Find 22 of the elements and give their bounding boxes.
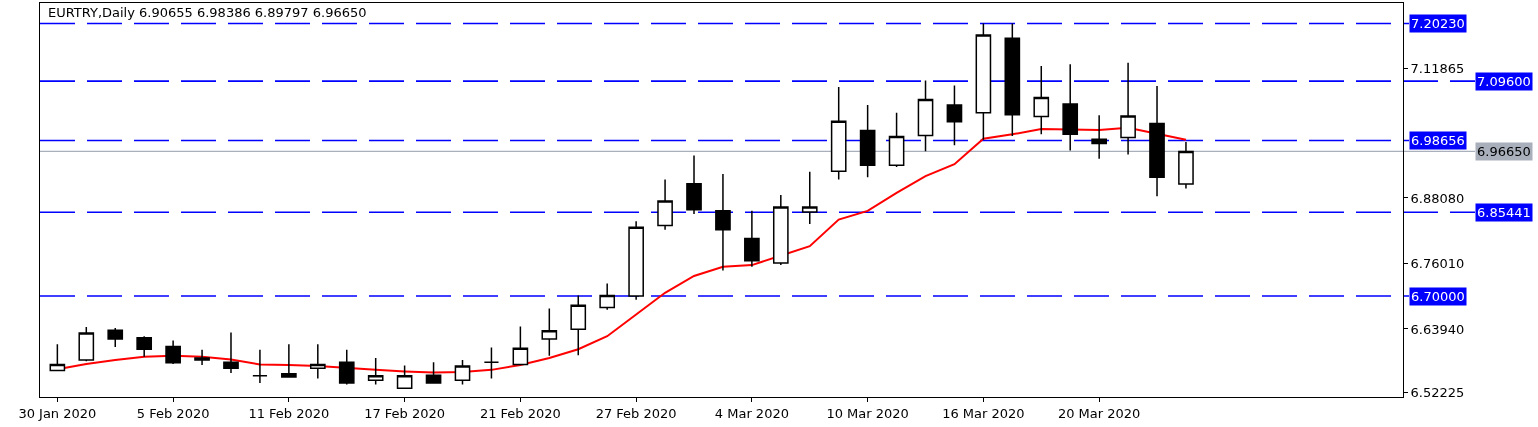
y-tick-label: 6.52225	[1410, 385, 1465, 401]
ref-line-label: 6.70000	[1411, 289, 1465, 304]
ref-line-label: 6.98656	[1411, 133, 1465, 148]
x-tick-label: 30 Jan 2020	[18, 405, 97, 421]
y-tick-label: 6.76010	[1410, 255, 1465, 271]
ref-line-label: 7.09600	[1477, 74, 1531, 89]
y-tick-label: 7.11865	[1410, 61, 1465, 77]
x-tick-label: 27 Feb 2020	[595, 405, 677, 421]
x-tick-label: 17 Feb 2020	[364, 405, 446, 421]
y-tick-label: 6.63940	[1410, 321, 1465, 337]
x-tick-label: 10 Mar 2020	[826, 405, 909, 421]
y-tick-label: 6.88080	[1410, 190, 1465, 206]
chart-title: EURTRY,Daily 6.90655 6.98386 6.89797 6.96650	[48, 5, 367, 21]
ref-line-label: 6.96650	[1477, 144, 1531, 159]
x-tick-label: 11 Feb 2020	[248, 405, 330, 421]
x-tick-label: 16 Mar 2020	[942, 405, 1025, 421]
x-tick-label: 4 Mar 2020	[714, 405, 789, 421]
x-tick-label: 5 Feb 2020	[136, 405, 210, 421]
x-tick-label: 21 Feb 2020	[479, 405, 561, 421]
ref-line-label: 7.20230	[1411, 16, 1465, 31]
ref-line-label: 6.85441	[1477, 205, 1531, 220]
x-tick-label: 20 Mar 2020	[1057, 405, 1141, 421]
